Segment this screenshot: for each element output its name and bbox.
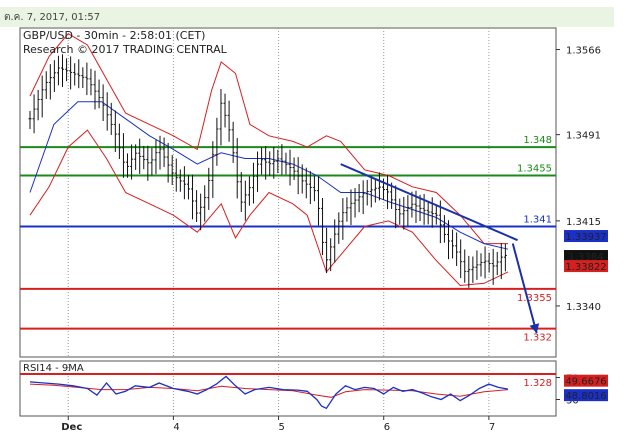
y-tick-label: 1.3491 — [566, 131, 601, 142]
date-bar: ต.ค. 7, 2017, 01:57 — [0, 7, 614, 27]
timestamp-label: ต.ค. 7, 2017, 01:57 — [4, 12, 101, 23]
candlestick-series — [28, 54, 507, 288]
level-label: 1.3455 — [517, 163, 552, 174]
price-tag-label: 1.3384 — [569, 252, 604, 263]
rsi-label: RSI14 - 9MA — [23, 363, 84, 374]
rsi-tag-label: 48.8016 — [565, 391, 606, 402]
price-tag-label: 1.33822 — [565, 262, 606, 273]
x-tick-label: 4 — [173, 422, 179, 433]
level-label: 1.332 — [523, 333, 552, 344]
bollinger-upper-line — [29, 33, 508, 245]
x-tick-label: 5 — [279, 422, 285, 433]
x-tick-label: Dec — [61, 422, 82, 433]
rsi-tag — [564, 389, 608, 402]
projection-arrow-head — [529, 323, 540, 334]
projection-arrow-shaft — [511, 243, 538, 334]
x-tick-label: 7 — [489, 422, 495, 433]
rsi-panel: RSI14 - 9MA — [23, 363, 509, 410]
axes: Dec45671.35661.34911.34151.334070301.339… — [61, 46, 608, 433]
chart-frames — [19, 27, 557, 417]
rsi-line — [29, 375, 509, 410]
trend-overlay — [340, 163, 540, 334]
price-panel-frame — [19, 27, 557, 358]
rsi-ma-line — [29, 383, 509, 398]
rsi-tag-label: 49.6676 — [565, 377, 606, 388]
support-resistance-levels: 1.348 1.3455 1.341 1.3355 1.332 1.328 — [20, 135, 556, 389]
price-tag — [564, 260, 608, 273]
chart-texts: GBP/USD - 30min - 2:58:01 (CET)Research … — [23, 29, 228, 56]
x-tick-label: 6 — [384, 422, 390, 433]
rsi-panel-frame — [19, 360, 557, 417]
level-label: 1.341 — [523, 215, 552, 226]
research-info: Research © 2017 TRADING CENTRAL — [23, 43, 228, 56]
y-tick-label: 1.3415 — [566, 217, 601, 228]
price-tag — [564, 250, 608, 263]
price-tag — [564, 230, 608, 243]
bollinger-lower-line — [29, 129, 509, 287]
level-label: 1.348 — [523, 135, 552, 146]
y-tick-label: 1.3340 — [566, 302, 601, 313]
level-label: 1.3355 — [517, 293, 552, 304]
y-tick-label: 1.3566 — [566, 46, 601, 57]
rsi-tag — [564, 374, 608, 387]
level-label: 1.328 — [523, 378, 552, 389]
trendline — [340, 163, 518, 242]
symbol-info: GBP/USD - 30min - 2:58:01 (CET) — [23, 29, 205, 42]
price-tag-label: 1.33937 — [565, 232, 606, 243]
